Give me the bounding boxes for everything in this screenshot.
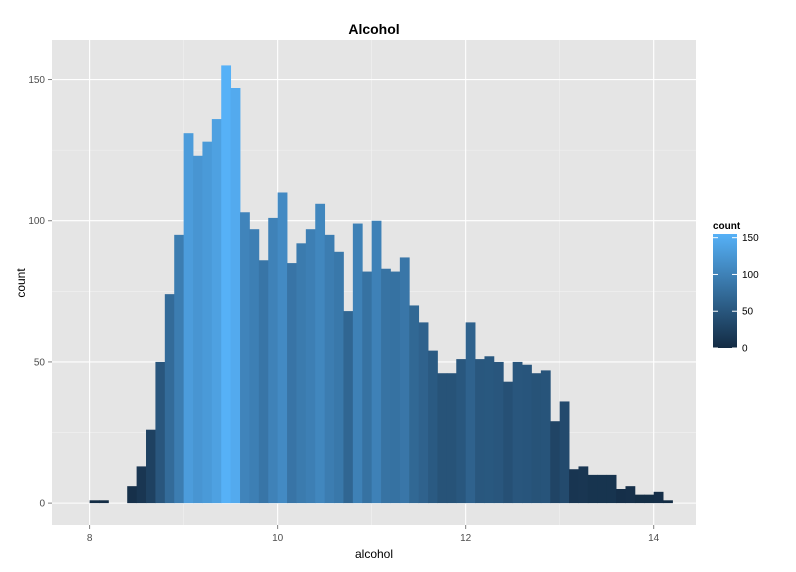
histogram-bar [653,491,664,504]
histogram-bar [503,381,514,504]
histogram-bar [456,359,467,504]
y-axis-title: count [14,268,28,298]
histogram-bar [540,370,551,504]
histogram-bar [258,260,269,504]
histogram-bar [644,494,655,504]
histogram-bar [287,263,297,504]
histogram-bar [324,234,335,504]
histogram-bars [89,65,673,504]
histogram-bar [193,155,203,504]
x-axis-title: alcohol [355,547,393,561]
histogram-bar [277,192,288,504]
histogram-bar [268,217,279,504]
legend-label: 150 [742,233,759,244]
histogram-bar [493,361,504,504]
histogram-bar [334,251,344,504]
histogram-bar [550,421,561,504]
histogram-bar [418,322,429,504]
legend-ticks: 150 100 50 0 [713,233,759,355]
histogram-bar [409,305,420,504]
histogram-bar [371,220,382,504]
histogram-bar [578,466,589,504]
histogram-bar [484,356,495,504]
histogram-bar [221,65,232,504]
histogram-bar [625,486,636,504]
legend-title: count [713,221,741,232]
histogram-bar [136,466,147,504]
y-tick-label: 100 [28,216,45,227]
histogram-bar [634,494,645,504]
legend-label: 0 [742,344,748,355]
histogram-bar [352,223,363,504]
histogram-bar [230,88,241,504]
histogram-bar [89,500,100,504]
chart-title: Alcohol [348,21,399,37]
histogram-bar [211,119,222,504]
histogram-bar [512,361,523,504]
histogram-bar [240,212,250,504]
histogram-bar [531,373,542,504]
color-legend: count 150 100 50 0 [713,221,759,355]
histogram-bar [428,350,438,504]
histogram-bar [127,486,138,504]
histogram-bar [437,373,448,504]
y-tick-label: 50 [34,357,46,368]
histogram-bar [305,229,316,504]
histogram-bar [315,203,326,504]
histogram-bar [202,141,213,504]
histogram-bar [362,271,373,504]
histogram-bar [465,322,476,504]
histogram-bar [174,234,185,504]
histogram-bar [597,474,608,504]
histogram-bar [249,229,260,504]
histogram-bar [296,243,307,504]
x-tick-label: 8 [87,533,93,544]
histogram-bar [155,361,166,504]
histogram-bar [616,488,626,504]
histogram-bar [587,474,598,504]
x-tick-label: 14 [648,533,660,544]
histogram-bar [446,373,457,504]
legend-colorbar [713,234,737,348]
histogram-bar [522,364,532,504]
histogram-bar [569,469,579,504]
histogram-bar [390,271,401,504]
histogram-bar [399,257,410,504]
y-tick-label: 150 [28,75,45,86]
histogram-bar [381,268,391,504]
x-axis: 8 10 12 14 [87,525,660,544]
x-tick-label: 10 [272,533,284,544]
histogram-bar [559,401,570,504]
histogram-bar [164,294,175,504]
y-tick-label: 0 [39,499,45,510]
y-axis: 0 50 100 150 [28,75,52,510]
histogram-bar [99,500,109,504]
histogram-bar [343,311,354,504]
legend-label: 50 [742,307,754,318]
histogram-bar [663,500,673,504]
histogram-bar [475,359,485,504]
x-tick-label: 12 [460,533,472,544]
histogram-bar [183,133,194,504]
histogram-bar [146,429,156,504]
legend-label: 100 [742,270,759,281]
histogram-bar [606,474,617,504]
